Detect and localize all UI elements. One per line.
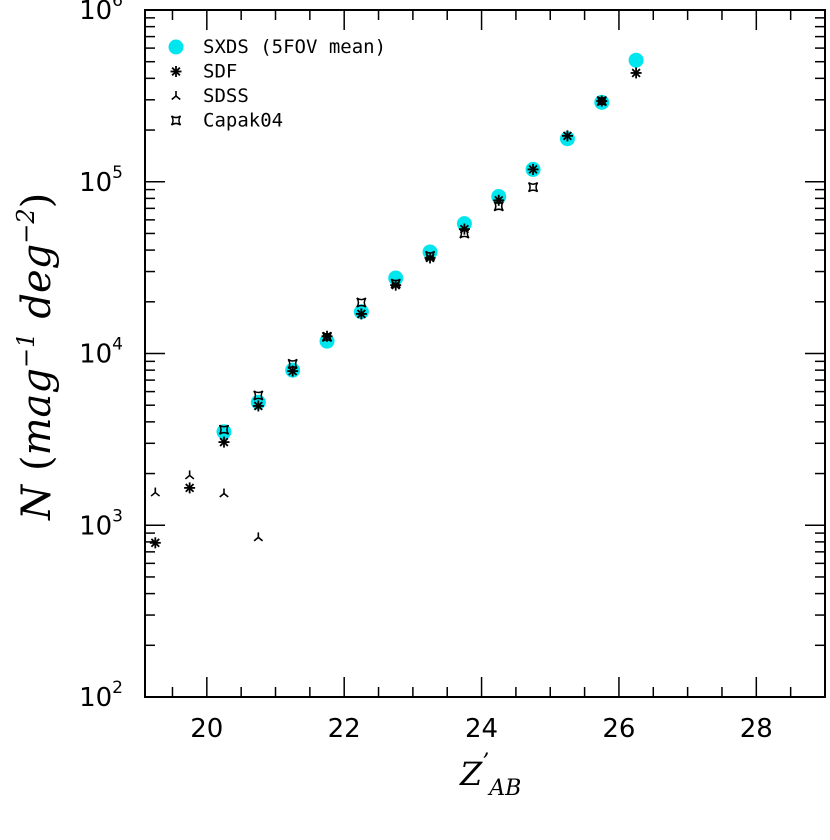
asterisk-marker [218,436,230,448]
open-star-marker [321,331,333,342]
legend-label: SDF [203,61,237,83]
y-tick-label: 104 [79,335,123,370]
x-axis-label: Z’AB [459,750,521,801]
open-star-marker [459,228,470,239]
asterisk-marker [355,308,367,320]
data-points [149,52,644,549]
x-tick-label: 24 [465,714,498,744]
y-tick-label: 105 [79,163,123,198]
tripod-marker [184,470,195,480]
x-tick-label: 28 [740,714,773,744]
tripod-marker [171,91,181,101]
legend-label: SDSS [203,85,249,107]
y-tick-label: 106 [79,0,123,26]
filled-circle-marker [422,244,438,260]
y-tick-label: 103 [79,506,123,541]
x-tick-label: 26 [602,714,635,744]
open-star-marker [596,95,607,107]
filled-circle-marker [628,52,644,68]
y-tick-labels: 102 103 104 105 106 [79,0,123,713]
legend-label: Capak04 [203,110,283,132]
asterisk-marker [527,163,539,175]
x-tick-labels: 20 22 24 26 28 [190,714,773,744]
tripod-marker [253,532,264,542]
open-star-marker [390,278,401,289]
asterisk-marker [252,400,264,412]
plot-frame [144,9,826,698]
open-star-marker [170,115,182,126]
asterisk-marker [170,66,182,77]
legend-label: SXDS (5FOV mean) [203,36,386,58]
open-star-marker [493,201,504,212]
tripod-marker [219,488,229,498]
open-star-marker [356,297,367,308]
y-tick-label: 102 [79,678,123,713]
open-star-marker [287,358,298,370]
open-star-marker [424,250,436,262]
x-tick-label: 22 [328,714,361,744]
asterisk-marker [561,130,573,142]
y-axis-label: N(mag−1deg−2) [12,193,60,521]
filled-circle-marker [168,39,184,55]
asterisk-marker [630,67,642,79]
open-star-marker [527,182,539,193]
x-tick-label: 20 [190,714,223,744]
open-star-marker [253,390,264,401]
tripod-marker [150,487,161,497]
asterisk-marker [184,482,196,494]
open-star-marker [218,424,230,435]
asterisk-marker [149,537,161,549]
